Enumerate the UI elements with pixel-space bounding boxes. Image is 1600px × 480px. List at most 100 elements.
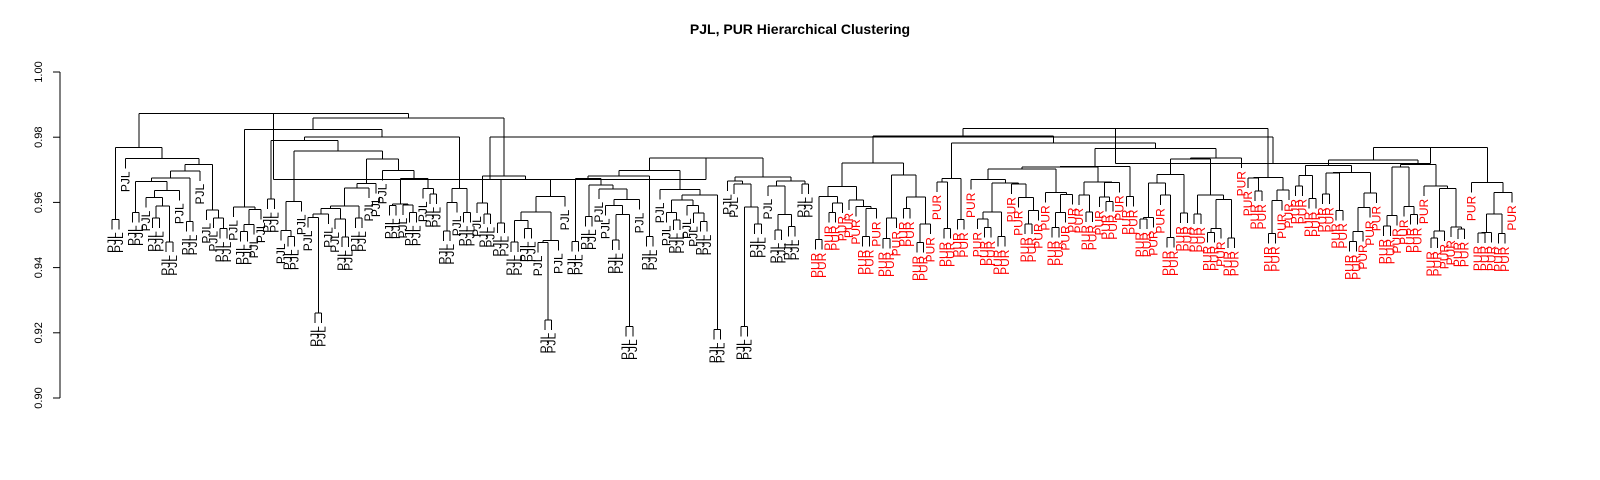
leaf-label-pjl: PJL <box>666 233 680 254</box>
leaf-label-pjl: PJL <box>443 244 457 265</box>
leaf-label-pur: PUR <box>1464 195 1478 221</box>
leaf-label-pjl: PJL <box>369 196 383 217</box>
leaf-label-pur: PUR <box>862 249 876 275</box>
leaf-label-pjl: PJL <box>382 218 396 239</box>
leaf-label-pjl: PJL <box>491 236 505 257</box>
leaf-label-pjl: PJL <box>687 226 701 247</box>
leaf-label-pur: PUR <box>1201 245 1215 271</box>
leaf-label-pjl: PJL <box>308 326 322 347</box>
leaf-label-pjl: PJL <box>254 222 268 243</box>
leaf-label-pur: PUR <box>1295 199 1309 225</box>
leaf-label-pjl: PJL <box>403 225 417 246</box>
leaf-label-pjl: PJL <box>748 237 762 258</box>
leaf-label-pjl: PJL <box>673 233 687 254</box>
leaf-label-pur: PUR <box>917 255 931 281</box>
leaf-label-pur: PUR <box>1065 207 1079 233</box>
leaf-label-pjl: PJL <box>518 241 532 262</box>
leaf-label-pur: PUR <box>1221 251 1235 277</box>
leaf-label-pjl: PJL <box>396 217 410 238</box>
leaf-label-pjl: PJL <box>288 249 302 270</box>
leaf-label-pur: PUR <box>1410 227 1424 253</box>
leaf-label-pjl: PJL <box>531 255 545 276</box>
leaf-label-pjl: PJL <box>707 342 721 363</box>
leaf-label-pur: PUR <box>1025 237 1039 263</box>
leaf-label-pjl: PJL <box>166 255 180 276</box>
leaf-label-pur: PUR <box>1458 241 1472 267</box>
leaf-label-pjl: PJL <box>545 332 559 353</box>
y-tick-label: 0.98 <box>33 126 45 147</box>
leaf-label-pur: PUR <box>1194 227 1208 253</box>
leaf-label-pjl: PJL <box>335 250 349 271</box>
leaf-label-pur: PUR <box>829 225 843 251</box>
leaf-label-pjl: PJL <box>355 231 369 252</box>
leaf-label-pur: PUR <box>1397 219 1411 245</box>
leaf-label-pjl: PJL <box>551 253 565 274</box>
leaf-label-pjl: PJL <box>653 202 667 223</box>
leaf-label-pur: PUR <box>1187 227 1201 253</box>
leaf-label-pjl: PJL <box>186 234 200 255</box>
leaf-label-pur: PUR <box>1437 244 1451 270</box>
leaf-label-pur: PUR <box>1147 230 1161 256</box>
leaf-label-pjl: PJL <box>105 232 119 253</box>
leaf-label-pur: PUR <box>1491 246 1505 272</box>
leaf-label-pjl: PJL <box>578 229 592 250</box>
leaf-label-pur: PUR <box>1451 241 1465 267</box>
leaf-label-pur: PUR <box>1336 223 1350 249</box>
leaf-label-pjl: PJL <box>423 207 437 228</box>
leaf-label-pjl: PJL <box>200 223 214 244</box>
leaf-label-pur: PUR <box>1363 220 1377 246</box>
y-tick-label: 0.90 <box>33 387 45 408</box>
leaf-label-pur: PUR <box>842 212 856 238</box>
leaf-label-pjl: PJL <box>193 184 207 205</box>
leaf-label-pur: PUR <box>1404 227 1418 253</box>
leaf-label-pur: PUR <box>1092 210 1106 236</box>
leaf-label-pjl: PJL <box>342 250 356 271</box>
leaf-label-pur: PUR <box>977 240 991 266</box>
leaf-label-pur: PUR <box>1424 251 1438 277</box>
leaf-label-pjl: PJL <box>409 225 423 246</box>
leaf-label-pjl: PJL <box>565 254 579 275</box>
leaf-label-pur: PUR <box>808 252 822 278</box>
leaf-label-pur: PUR <box>1086 225 1100 251</box>
leaf-label-pjl: PJL <box>132 225 146 246</box>
leaf-label-pjl: PJL <box>436 244 450 265</box>
leaf-label-pur: PUR <box>991 249 1005 275</box>
leaf-label-pur: PUR <box>1038 205 1052 231</box>
leaf-label-pjl: PJL <box>206 231 220 252</box>
leaf-label-pur: PUR <box>1282 203 1296 229</box>
leaf-label-pjl: PJL <box>484 227 498 248</box>
leaf-label-pur: PUR <box>1167 250 1181 276</box>
leaf-label-pjl: PJL <box>754 237 768 258</box>
leaf-label-pjl: PJL <box>146 231 160 252</box>
leaf-label-pjl: PJL <box>274 243 288 264</box>
leaf-label-pjl: PJL <box>234 244 248 265</box>
leaf-label-pjl: PJL <box>112 232 126 253</box>
leaf-label-pjl: PJL <box>619 339 633 360</box>
leaf-label-pur: PUR <box>1113 195 1127 221</box>
leaf-label-pur: PUR <box>1241 191 1255 217</box>
y-tick-label: 0.96 <box>33 192 45 213</box>
leaf-label-pjl: PJL <box>281 249 295 270</box>
leaf-label-pur: PUR <box>849 219 863 245</box>
leaf-label-pur: PUR <box>1262 246 1276 272</box>
leaf-label-pjl: PJL <box>511 255 525 276</box>
leaf-label-pur: PUR <box>1289 199 1303 225</box>
leaf-label-pjl: PJL <box>389 218 403 239</box>
leaf-label-pjl: PJL <box>538 332 552 353</box>
leaf-label-pur: PUR <box>1343 254 1357 280</box>
leaf-label-pur: PUR <box>1417 199 1431 225</box>
leaf-label-pjl: PJL <box>612 253 626 274</box>
leaf-label-pur: PUR <box>903 221 917 247</box>
leaf-label-pjl: PJL <box>795 197 809 218</box>
leaf-label-pur: PUR <box>964 192 978 218</box>
leaf-label-pjl: PJL <box>572 254 586 275</box>
leaf-label-pjl: PJL <box>592 202 606 223</box>
leaf-label-pjl: PJL <box>660 225 674 246</box>
leaf-label-pjl: PJL <box>321 227 335 248</box>
leaf-label-pur: PUR <box>815 252 829 278</box>
leaf-label-pjl: PJL <box>227 220 241 241</box>
leaf-label-pjl: PJL <box>693 234 707 255</box>
leaf-label-pur: PUR <box>1059 225 1073 251</box>
